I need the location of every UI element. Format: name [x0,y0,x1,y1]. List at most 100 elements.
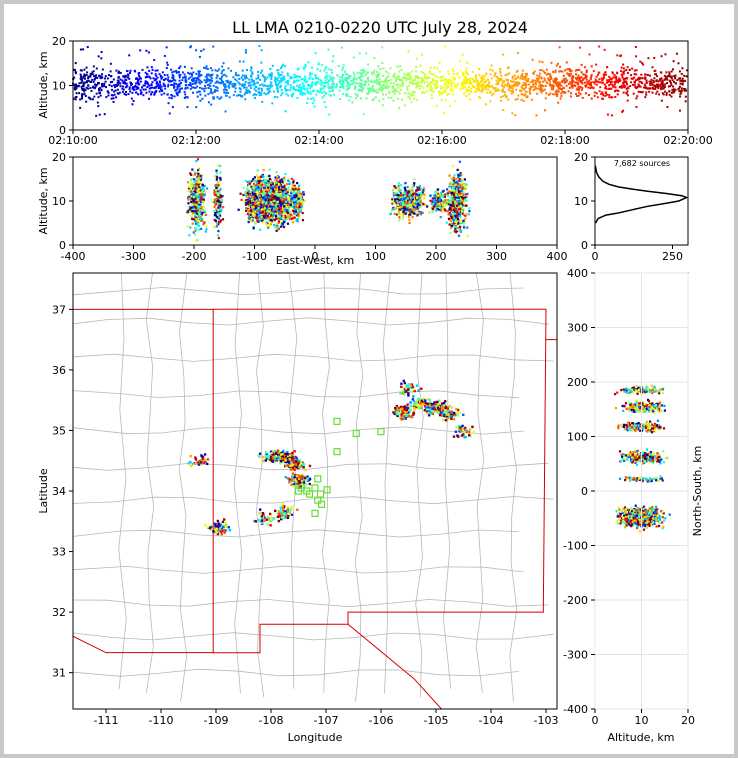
source-point [301,82,304,85]
source-point [472,80,475,83]
source-point [608,84,611,87]
source-point [489,68,492,71]
source-point [599,81,602,84]
source-point [214,203,217,206]
source-point [223,73,226,76]
source-point [295,214,299,217]
source-point [200,198,203,201]
source-point [220,81,223,84]
source-point [205,79,208,82]
source-point [310,97,313,100]
source-point [286,72,289,75]
source-point [480,90,483,93]
source-point [89,72,92,75]
source-point [305,81,308,84]
source-point [265,183,269,186]
source-point [511,91,514,94]
source-point [272,218,275,221]
source-point [218,200,221,204]
source-point [268,89,271,92]
source-point [277,210,280,213]
source-point [284,194,287,197]
source-point [196,176,199,179]
source-point [342,64,345,67]
source-point [623,70,626,73]
source-point [303,92,306,95]
source-point [509,90,512,93]
source-point [251,80,254,83]
source-point [258,179,261,182]
source-point [196,224,199,227]
source-point [244,190,247,193]
source-point [285,93,288,96]
source-point [341,75,344,78]
source-point [97,105,100,108]
source-point [660,55,663,58]
source-point [406,87,409,90]
source-point [476,84,479,87]
source-point [80,78,83,81]
source-point [299,202,303,206]
source-point [213,175,217,178]
source-point [336,74,339,77]
source-point [502,81,505,84]
lma-figure: LL LMA 0210-0220 UTC July 28, 2024 02:10… [37,18,713,744]
figure-canvas: LL LMA 0210-0220 UTC July 28, 2024 02:10… [4,4,734,754]
source-point [664,77,667,80]
source-point [272,189,275,193]
source-point [475,87,478,90]
source-point [202,48,205,51]
source-point [625,92,628,95]
source-point [163,54,166,57]
source-point [667,74,670,77]
source-point [261,69,264,72]
source-point [523,78,526,81]
source-point [670,77,673,80]
source-point [417,84,420,87]
source-point [265,175,269,178]
source-point [631,83,634,86]
source-point [189,46,192,49]
source-point [234,90,237,93]
source-point [224,88,227,91]
source-point [614,86,617,89]
source-point [201,97,204,100]
source-point [215,85,218,88]
source-point [635,55,638,58]
source-point [293,184,296,187]
source-point [409,97,412,100]
source-point [605,81,608,84]
source-point [201,211,204,215]
source-point [267,91,270,94]
source-point [423,81,426,84]
source-point [228,86,231,89]
tick-label: 02:18:00 [540,134,589,147]
source-point [567,90,570,93]
source-point [218,164,222,168]
source-point [439,76,442,79]
source-point [253,176,257,179]
source-point [554,93,557,96]
source-point [84,88,87,91]
source-point [453,78,456,81]
source-point [669,85,672,88]
source-point [466,90,469,93]
source-point [220,96,223,99]
source-point [270,187,274,190]
source-point [515,81,518,84]
source-point [555,64,558,67]
source-point [270,183,273,187]
source-point [658,93,661,96]
source-point [196,178,200,182]
source-point [397,97,400,100]
source-point [308,84,311,87]
source-point [201,185,204,188]
source-point [387,72,390,75]
source-point [534,86,537,89]
source-point [158,84,161,87]
source-point [392,99,395,102]
source-point [109,75,112,78]
source-point [505,96,508,99]
source-point [285,188,288,191]
source-point [82,81,85,84]
